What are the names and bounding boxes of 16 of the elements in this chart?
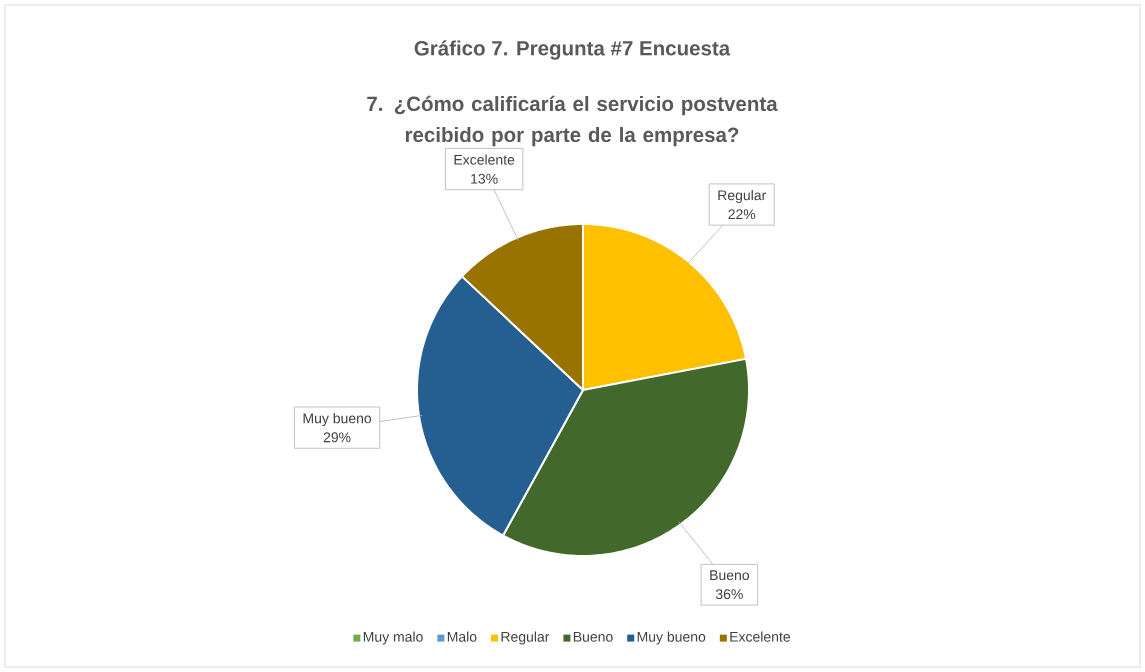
chart-title: Gráfico 7. Pregunta #7 Encuesta	[414, 40, 731, 60]
legend-label: Muy malo	[363, 631, 423, 645]
slice-label: Muy bueno	[303, 413, 372, 427]
data-label: 29%	[323, 432, 351, 443]
data-label: 22%	[728, 209, 756, 220]
slice-label: Excelente	[454, 154, 515, 165]
slice-label: Bueno	[710, 570, 750, 581]
legend-label: Muy bueno	[637, 631, 706, 645]
data-label: 13%	[471, 173, 498, 184]
legend-label: Malo	[447, 631, 477, 642]
legend-label: Excelente	[730, 631, 791, 642]
data-label: 36%	[715, 589, 743, 600]
chart-subtitle: 7. ¿Cómo calificaría el servicio postventa recibido por parte de la empresa?	[367, 95, 778, 147]
legend-label: Regular	[501, 631, 550, 645]
slice-label: Regular	[718, 189, 767, 203]
legend-label: Bueno	[573, 631, 613, 642]
